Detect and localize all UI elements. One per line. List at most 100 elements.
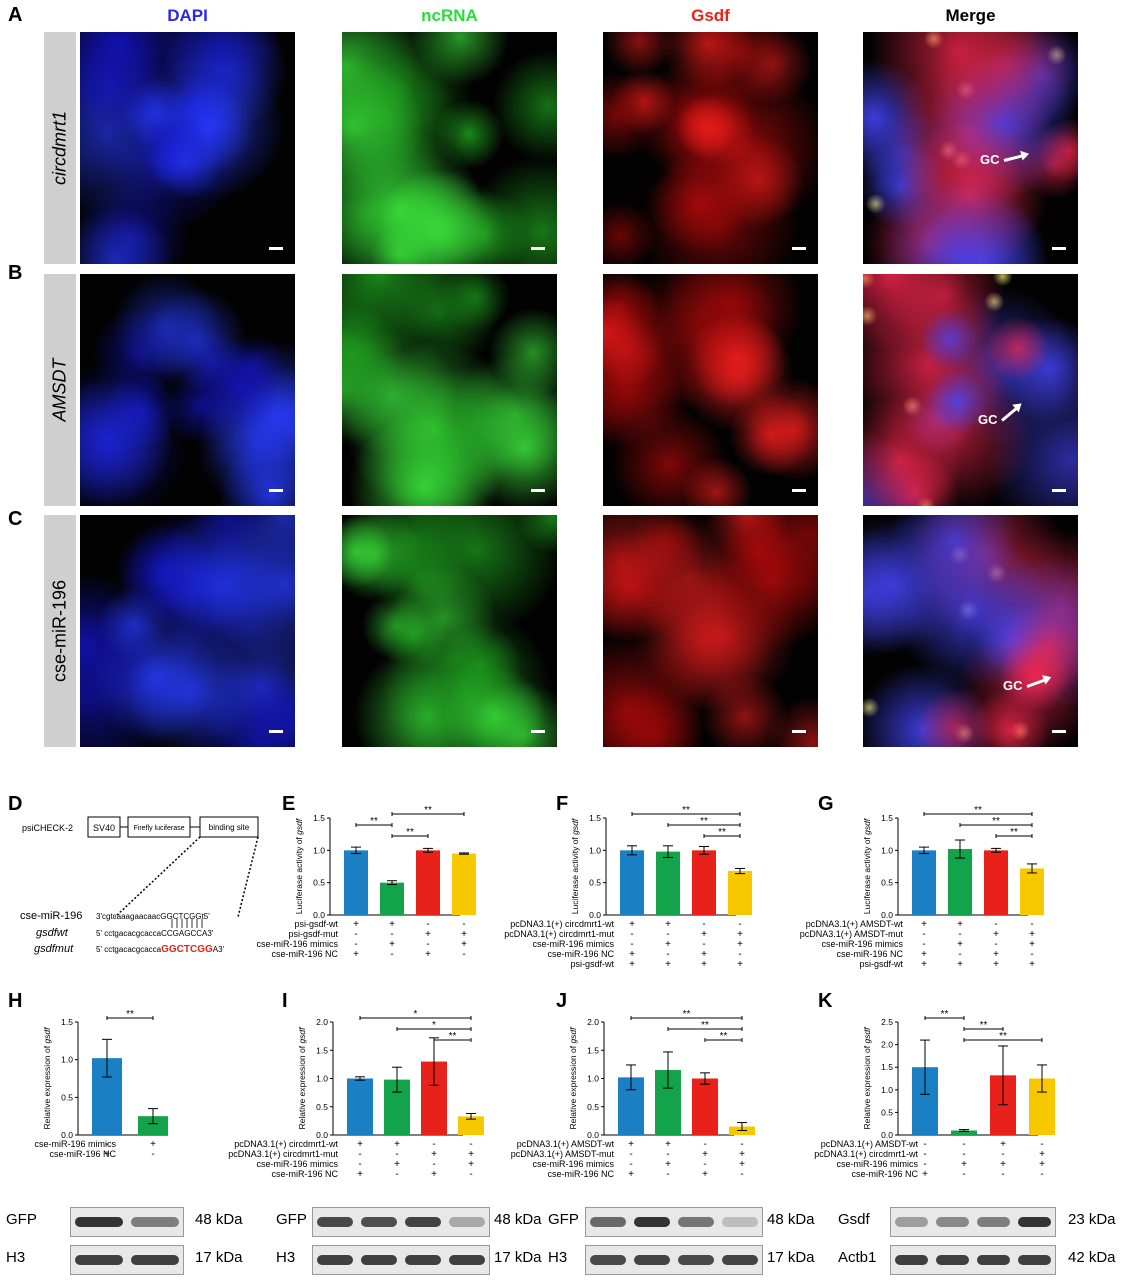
chart-g-condition-mark: - — [994, 919, 997, 930]
micrograph-cse-mir-196-ncrna — [342, 515, 557, 747]
blot-k-membrane — [890, 1245, 1056, 1275]
blot-k-kda-label: 42 kDa — [1068, 1249, 1116, 1266]
chart-e-bar — [452, 853, 476, 915]
chart-e-condition-mark: - — [354, 929, 357, 940]
chart-k-sig-label: ** — [941, 1009, 949, 1020]
chart-k-condition-label: cse-miR-196 mimics — [836, 1159, 918, 1169]
chart-g-ytick-label: 1.5 — [881, 813, 893, 823]
chart-j-condition-mark: - — [703, 1139, 706, 1150]
chart-j-condition-mark: + — [739, 1159, 745, 1170]
blot-j-band — [634, 1217, 670, 1227]
chart-e-condition-mark: - — [354, 939, 357, 950]
chart-g-sig-label: ** — [974, 805, 982, 816]
blot-k-band — [977, 1217, 1010, 1227]
chart-g-condition-mark: - — [958, 929, 961, 940]
chart-i-ytick-label: 1.5 — [316, 1045, 328, 1055]
chart-k-condition-mark: - — [923, 1159, 926, 1170]
chart-f-condition-mark: + — [629, 919, 635, 930]
chart-k-condition-mark: + — [961, 1159, 967, 1170]
chart-i-condition-mark: - — [358, 1159, 361, 1170]
chart-f-bar — [692, 850, 716, 915]
blot-i-band — [405, 1255, 441, 1265]
chart-e-condition-mark: - — [462, 919, 465, 930]
chart-f-bar — [728, 871, 752, 915]
blot-k-membrane — [890, 1207, 1056, 1237]
blot-j-band — [678, 1255, 714, 1265]
chart-e-ytick-label: 0.0 — [313, 910, 325, 920]
chart-k-ytick-label: 1.0 — [881, 1085, 893, 1095]
chart-f-condition-mark: + — [737, 929, 743, 940]
chart-e-condition-mark: + — [461, 929, 467, 940]
chart-j-ytick-label: 2.0 — [587, 1017, 599, 1027]
chart-f-condition-label: cse-miR-196 NC — [547, 949, 614, 959]
blot-k-band — [936, 1217, 969, 1227]
chart-j-sig-label: ** — [701, 1020, 709, 1031]
chart-f-condition-mark: - — [702, 939, 705, 950]
chart-e-condition-label: cse-miR-196 NC — [271, 949, 338, 959]
blot-i-band — [449, 1255, 485, 1265]
chart-i-sig-label: ** — [449, 1031, 457, 1042]
blot-h-band — [75, 1217, 123, 1227]
chart-h-ytick-label: 1.0 — [61, 1055, 73, 1065]
chart-f-ylabel: Luciferase activity of gsdf — [570, 817, 580, 914]
chart-h-ytick-label: 0.0 — [61, 1130, 73, 1140]
panel-label-g: G — [818, 793, 834, 815]
chart-i-condition-label: pcDNA3.1(+) circdmrt1-wt — [234, 1139, 338, 1149]
micrograph-circdmrt1-dapi — [80, 32, 295, 264]
chart-i-condition-mark: + — [468, 1149, 474, 1160]
blot-h-band — [75, 1255, 123, 1265]
blot-j-kda-label: 48 kDa — [767, 1211, 815, 1228]
scale-bar — [1052, 489, 1066, 492]
chart-g-condition-mark: + — [957, 919, 963, 930]
scale-bar — [792, 730, 806, 733]
scale-bar — [1052, 730, 1066, 733]
scale-bar — [531, 730, 545, 733]
chart-j-condition-label: cse-miR-196 NC — [547, 1169, 614, 1179]
blot-k-kda-label: 23 kDa — [1068, 1211, 1116, 1228]
chart-g-condition-mark: + — [993, 959, 999, 970]
chart-g-condition-mark: - — [1030, 949, 1033, 960]
seq-name-mirna: cse-miR-196 — [20, 910, 82, 922]
chart-g-condition-mark: + — [993, 929, 999, 940]
blot-i-membrane — [312, 1245, 490, 1275]
chart-e-ytick-label: 1.0 — [313, 845, 325, 855]
chart-k-bar — [951, 1130, 977, 1135]
chart-g-condition-label: cse-miR-196 mimics — [821, 939, 903, 949]
chart-h-ytick-label: 0.5 — [61, 1092, 73, 1102]
chart-e-ytick-label: 0.5 — [313, 878, 325, 888]
scale-bar — [269, 247, 283, 250]
chart-k-condition-mark: - — [923, 1149, 926, 1160]
chart-f-condition-mark: - — [702, 919, 705, 930]
chart-k-condition-mark: - — [923, 1139, 926, 1150]
chart-f-bar — [620, 850, 644, 915]
blot-i-protein-label: H3 — [276, 1249, 296, 1266]
chart-h-condition-mark: + — [104, 1149, 110, 1160]
chart-g-condition-mark: + — [1029, 959, 1035, 970]
blot-j-band — [634, 1255, 670, 1265]
chart-e-condition-mark: + — [353, 949, 359, 960]
chart-g-ytick-label: 1.0 — [881, 845, 893, 855]
chart-j-condition-mark: + — [702, 1169, 708, 1180]
chart-f-condition-mark: - — [738, 919, 741, 930]
chart-j-ylabel: Relative expression of gsdf — [568, 1026, 578, 1130]
chart-i-sig-label: * — [414, 1009, 418, 1020]
chart-k-condition-mark: + — [922, 1169, 928, 1180]
scale-bar — [1052, 247, 1066, 250]
blot-k-protein-label: Actb1 — [838, 1249, 877, 1266]
blot-j-band — [722, 1217, 758, 1227]
chart-h-ytick-label: 1.5 — [61, 1017, 73, 1027]
chart-j-condition-mark: - — [703, 1159, 706, 1170]
luciferase-box — [127, 816, 191, 838]
chart-j-condition-label: cse-miR-196 mimics — [532, 1159, 614, 1169]
micrograph-amsdt-dapi — [80, 274, 295, 506]
chart-j-condition-mark: - — [629, 1149, 632, 1160]
chart-f-condition-mark: + — [665, 959, 671, 970]
blot-h-kda-label: 17 kDa — [195, 1249, 243, 1266]
blot-i-band — [449, 1217, 485, 1227]
chart-e-condition-mark: + — [425, 929, 431, 940]
chart-i-condition-mark: - — [395, 1169, 398, 1180]
blot-i-band — [405, 1217, 441, 1227]
blot-j-band — [590, 1255, 626, 1265]
chart-g-sig-label: ** — [992, 816, 1000, 827]
chart-f-sig-label: ** — [682, 805, 690, 816]
